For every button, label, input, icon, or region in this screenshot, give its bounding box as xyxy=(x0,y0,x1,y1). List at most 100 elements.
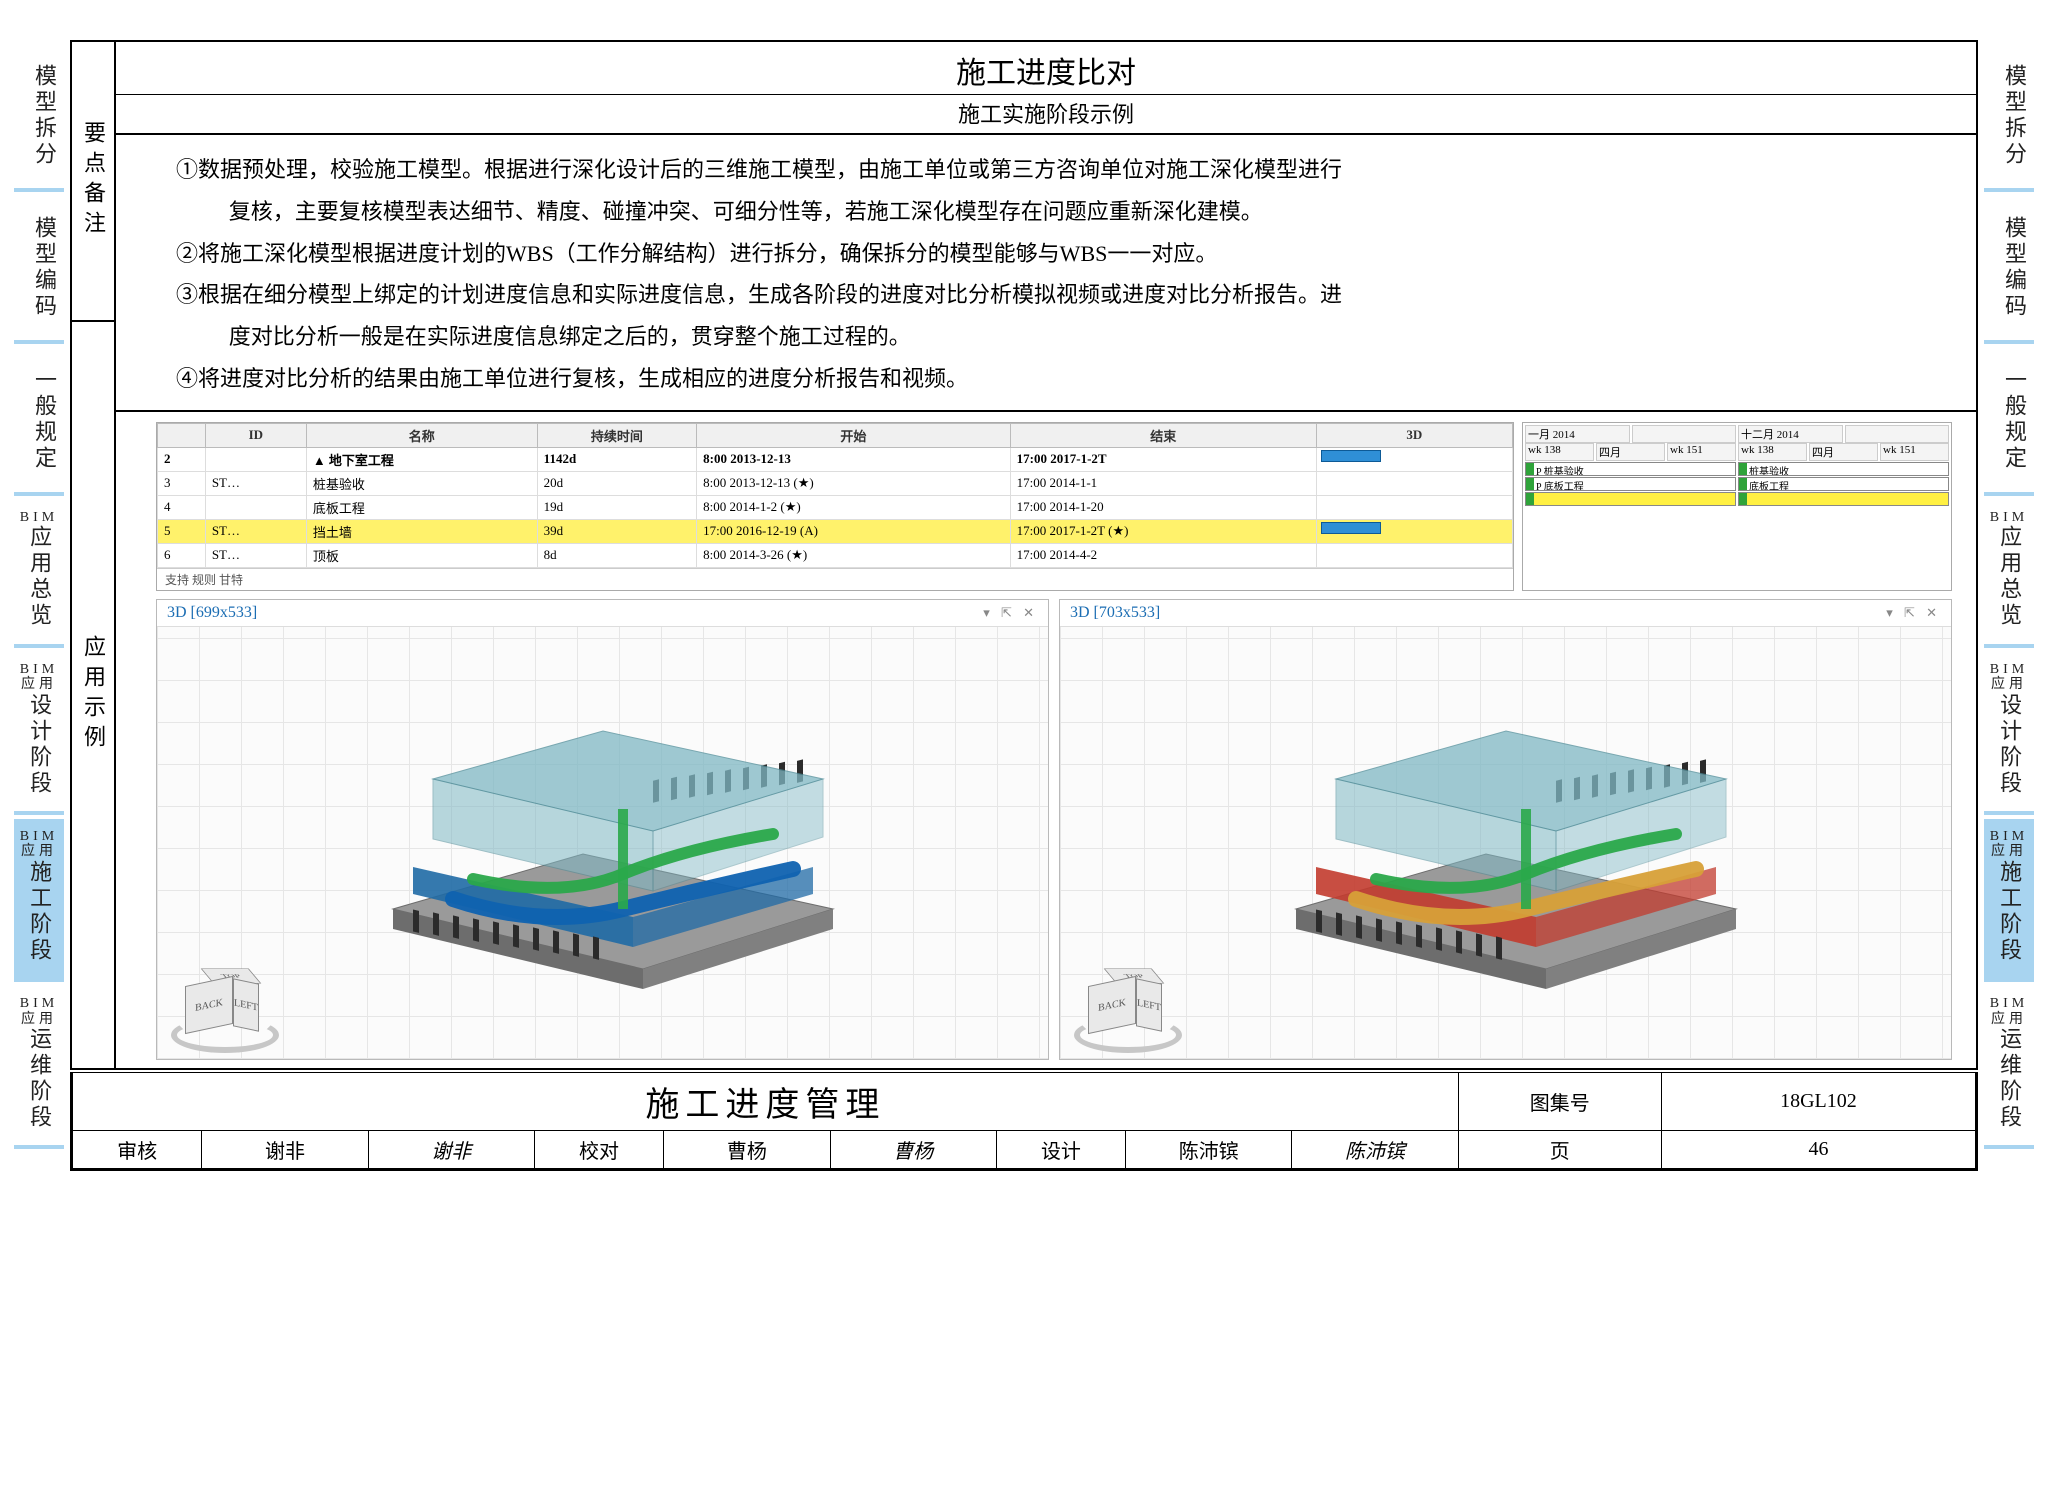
sched-cell: ST… xyxy=(205,543,306,567)
sched-cell: 挡土墙 xyxy=(306,519,537,543)
inner-left-column: 要点备注 应用示例 xyxy=(72,42,116,1068)
sched-cell: 17:00 2014-1-1 xyxy=(1010,471,1316,495)
sched-cell: 8:00 2013-12-13 xyxy=(697,447,1011,471)
panel-controls-left[interactable]: ▾ ⇱ ✕ xyxy=(983,605,1038,621)
sched-cell: 17:00 2016-12-19 (A) xyxy=(697,519,1011,543)
schedule-tabs[interactable]: 支持 规则 甘特 xyxy=(157,568,1513,590)
side-tab-0[interactable]: 模型拆分 xyxy=(14,40,64,192)
sched-cell: ST… xyxy=(205,471,306,495)
sched-cell: 底板工程 xyxy=(306,495,537,519)
side-tab-6[interactable]: BIM应用运维阶段 xyxy=(1984,982,2034,1149)
page-number: 46 xyxy=(1661,1131,1975,1169)
sched-cell: 8:00 2014-1-2 (★) xyxy=(697,495,1011,519)
title-block: 施工进度管理 图集号 18GL102 审核谢非谢非校对曹杨曹杨设计陈沛镔陈沛镔页… xyxy=(70,1072,1978,1171)
3d-panel-right: 3D [703x533] ▾ ⇱ ✕ xyxy=(1059,599,1952,1060)
example-area: ID名称持续时间开始结束3D 2 ▲ 地下室工程1142d8:00 2013-12-… xyxy=(116,412,1976,1068)
sched-cell: 4 xyxy=(158,495,206,519)
sched-cell: 17:00 2014-4-2 xyxy=(1010,543,1316,567)
viewport-left[interactable]: TOP BACK LEFT xyxy=(157,627,1048,1059)
sched-header: 开始 xyxy=(697,423,1011,447)
sched-header: 持续时间 xyxy=(537,423,696,447)
navcube-side-face[interactable]: LEFT xyxy=(1136,978,1162,1032)
sched-cell: 17:00 2017-1-2T (★) xyxy=(1010,519,1316,543)
side-tab-6[interactable]: BIM应用运维阶段 xyxy=(14,982,64,1149)
sched-bar-cell xyxy=(1316,519,1512,543)
side-tab-1[interactable]: 模型编码 xyxy=(1984,192,2034,344)
sched-header: 3D xyxy=(1316,423,1512,447)
page-title: 施工进度比对 xyxy=(116,42,1976,95)
atlas-label: 图集号 xyxy=(1458,1073,1661,1131)
sched-cell: ▲ 地下室工程 xyxy=(306,447,537,471)
side-tab-2[interactable]: 一般规定 xyxy=(14,344,64,496)
gantt-bar xyxy=(1738,492,1949,506)
footer-name: 曹杨 xyxy=(664,1131,830,1169)
model-right xyxy=(1226,659,1786,1009)
inner-label-bottom: 应用示例 xyxy=(72,322,114,1068)
side-tab-3[interactable]: BIM应用总览 xyxy=(14,496,64,648)
footer-key: 审核 xyxy=(73,1131,202,1169)
note-line-2: ②将施工深化模型根据进度计划的WBS（工作分解结构）进行拆分，确保拆分的模型能够… xyxy=(176,233,1916,275)
sched-bar-cell xyxy=(1316,543,1512,567)
navcube-front-face[interactable]: BACK xyxy=(185,976,233,1034)
navcube-side-face[interactable]: LEFT xyxy=(233,978,259,1032)
sched-cell xyxy=(205,447,306,471)
side-tab-2[interactable]: 一般规定 xyxy=(1984,344,2034,496)
sched-cell: 顶板 xyxy=(306,543,537,567)
page-subtitle: 施工实施阶段示例 xyxy=(116,95,1976,135)
side-tab-1[interactable]: 模型编码 xyxy=(14,192,64,344)
gantt-bar xyxy=(1525,492,1736,506)
note-line-4: 度对比分析一般是在实际进度信息绑定之后的，贯穿整个施工过程的。 xyxy=(176,316,1916,358)
panel-title-right: 3D [703x533] xyxy=(1070,604,1160,622)
footer-title: 施工进度管理 xyxy=(73,1073,1459,1131)
inner-label-top: 要点备注 xyxy=(72,42,114,322)
sched-header: 结束 xyxy=(1010,423,1316,447)
gantt-bar: 桩基验收 xyxy=(1738,462,1949,476)
sched-cell: 2 xyxy=(158,447,206,471)
3d-panel-left: 3D [699x533] ▾ ⇱ ✕ xyxy=(156,599,1049,1060)
side-tab-5[interactable]: BIM应用施工阶段 xyxy=(14,815,64,982)
side-tab-4[interactable]: BIM应用设计阶段 xyxy=(1984,648,2034,815)
page-frame: 要点备注 应用示例 施工进度比对 施工实施阶段示例 ①数据预处理，校验施工模型。… xyxy=(70,40,1978,1070)
footer-signature: 陈沛镔 xyxy=(1292,1131,1458,1169)
sched-cell: 8:00 2014-3-26 (★) xyxy=(697,543,1011,567)
sched-bar-cell xyxy=(1316,447,1512,471)
gantt-bar: 底板工程 xyxy=(1738,477,1949,491)
sched-cell: 桩基验收 xyxy=(306,471,537,495)
page-label: 页 xyxy=(1458,1131,1661,1169)
side-tab-4[interactable]: BIM应用设计阶段 xyxy=(14,648,64,815)
viewport-right[interactable]: TOP BACK LEFT xyxy=(1060,627,1951,1059)
atlas-value: 18GL102 xyxy=(1661,1073,1975,1131)
schedule-table: ID名称持续时间开始结束3D 2 ▲ 地下室工程1142d8:00 2013-12-… xyxy=(156,422,1514,591)
right-side-tabs: 模型拆分模型编码一般规定BIM应用总览BIM应用设计阶段BIM应用施工阶段BIM… xyxy=(1984,40,2034,1149)
sched-cell: 1142d xyxy=(537,447,696,471)
sched-cell: 17:00 2014-1-20 xyxy=(1010,495,1316,519)
footer-signature: 曹杨 xyxy=(830,1131,996,1169)
side-tab-5[interactable]: BIM应用施工阶段 xyxy=(1984,815,2034,982)
gantt-chart: 一月 2014十二月 2014wk 138四月wk 151wk 138四月wk … xyxy=(1522,422,1952,591)
side-tab-0[interactable]: 模型拆分 xyxy=(1984,40,2034,192)
sched-header: ID xyxy=(205,423,306,447)
note-line-0: ①数据预处理，校验施工模型。根据进行深化设计后的三维施工模型，由施工单位或第三方… xyxy=(176,149,1916,191)
sched-cell: 20d xyxy=(537,471,696,495)
main-area: 施工进度比对 施工实施阶段示例 ①数据预处理，校验施工模型。根据进行深化设计后的… xyxy=(116,42,1976,1068)
sched-bar-cell xyxy=(1316,471,1512,495)
sched-header: 名称 xyxy=(306,423,537,447)
sched-cell: 39d xyxy=(537,519,696,543)
panel-title-left: 3D [699x533] xyxy=(167,604,257,622)
sched-header xyxy=(158,423,206,447)
navcube-left[interactable]: TOP BACK LEFT xyxy=(185,963,257,1035)
sched-cell: 8d xyxy=(537,543,696,567)
note-line-3: ③根据在细分模型上绑定的计划进度信息和实际进度信息，生成各阶段的进度对比分析模拟… xyxy=(176,274,1916,316)
navcube-front-face[interactable]: BACK xyxy=(1088,976,1136,1034)
footer-name: 谢非 xyxy=(202,1131,368,1169)
sched-cell: 5 xyxy=(158,519,206,543)
panel-controls-right[interactable]: ▾ ⇱ ✕ xyxy=(1886,605,1941,621)
left-side-tabs: 模型拆分模型编码一般规定BIM应用总览BIM应用设计阶段BIM应用施工阶段BIM… xyxy=(14,40,64,1149)
sched-cell: 19d xyxy=(537,495,696,519)
navcube-right[interactable]: TOP BACK LEFT xyxy=(1088,963,1160,1035)
sched-cell xyxy=(205,495,306,519)
footer-name: 陈沛镔 xyxy=(1126,1131,1292,1169)
side-tab-3[interactable]: BIM应用总览 xyxy=(1984,496,2034,648)
note-line-5: ④将进度对比分析的结果由施工单位进行复核，生成相应的进度分析报告和视频。 xyxy=(176,358,1916,400)
note-line-1: 复核，主要复核模型表达细节、精度、碰撞冲突、可细分性等，若施工深化模型存在问题应… xyxy=(176,191,1916,233)
